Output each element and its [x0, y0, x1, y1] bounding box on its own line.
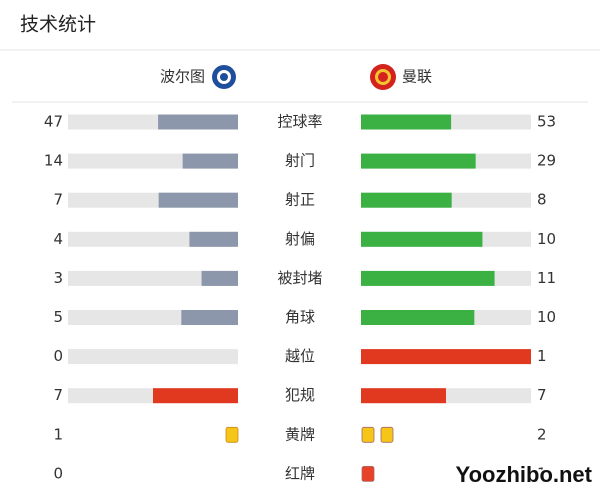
- away-value: 1: [537, 464, 547, 482]
- stat-label: 犯规: [285, 386, 315, 404]
- away-value: 53: [537, 113, 556, 131]
- away-bar: [361, 310, 475, 325]
- home-value: 47: [44, 113, 63, 131]
- watermark: Yoozhibo.net: [456, 462, 593, 487]
- stat-label: 红牌: [285, 464, 315, 482]
- away-team: 曼联: [402, 68, 432, 86]
- home-value: 0: [53, 347, 63, 365]
- home-value: 7: [53, 386, 63, 404]
- home-bar: [158, 114, 238, 130]
- away-value: 7: [537, 386, 547, 404]
- home-bar: [182, 153, 238, 169]
- away-cards: [361, 426, 394, 443]
- home-bar: [181, 310, 238, 325]
- card: [361, 465, 375, 482]
- stat-label: 射门: [285, 152, 315, 170]
- stat-label: 黄牌: [285, 425, 315, 443]
- away-value: 8: [537, 191, 547, 209]
- away-bar: [361, 349, 531, 365]
- away-value: 10: [537, 230, 556, 248]
- stat-label: 角球: [285, 308, 315, 326]
- home-value: 14: [44, 152, 63, 170]
- home-team: 波尔图: [160, 68, 205, 86]
- stat-label: 越位: [285, 347, 315, 365]
- stat-label: 控球率: [277, 113, 322, 131]
- away-bar: [361, 270, 495, 286]
- home-value: 4: [53, 230, 63, 248]
- away-bar: [361, 114, 452, 130]
- home-value: 1: [53, 425, 63, 443]
- away-bar: [361, 231, 483, 247]
- stat-label: 射正: [285, 191, 315, 209]
- home-value: 0: [53, 464, 63, 482]
- card: [361, 426, 375, 443]
- home-bar: [189, 231, 238, 247]
- stat-label: 射偏: [285, 230, 315, 248]
- away-value: 11: [537, 269, 556, 287]
- home-logo: [212, 65, 236, 89]
- bar-track: [68, 349, 238, 365]
- away-cards: [361, 465, 375, 482]
- card: [225, 426, 239, 443]
- home-cards: [225, 426, 239, 443]
- home-bar: [201, 270, 238, 286]
- home-value: 7: [53, 191, 63, 209]
- bar-track: [68, 270, 238, 286]
- home-bar: [153, 388, 238, 404]
- home-value: 5: [53, 308, 63, 326]
- title: 技术统计: [20, 14, 96, 36]
- card: [380, 426, 394, 443]
- away-value: 10: [537, 308, 556, 326]
- away-value: 29: [537, 152, 556, 170]
- stat-label: 被封堵: [277, 269, 322, 287]
- away-logo: [370, 64, 396, 90]
- away-bar: [361, 153, 476, 169]
- home-value: 3: [53, 269, 63, 287]
- away-value: 1: [537, 347, 547, 365]
- away-bar: [361, 192, 452, 208]
- away-value: 2: [537, 425, 547, 443]
- away-bar: [361, 388, 446, 404]
- home-bar: [158, 192, 238, 208]
